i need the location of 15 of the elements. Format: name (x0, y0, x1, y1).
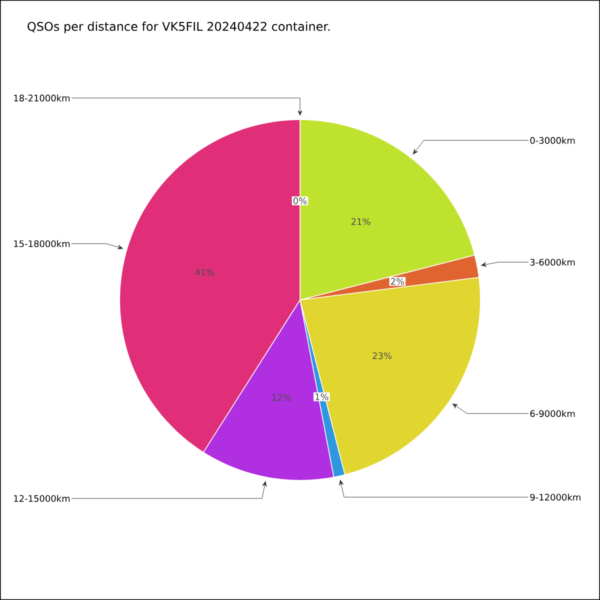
data-label: 41% (195, 268, 214, 276)
slice-label: 6-9000km (530, 410, 575, 418)
slice-label: 9-12000km (530, 494, 580, 501)
slice-label: 3-6000km (530, 258, 575, 266)
chart-title: QSOs per distance for VK5FIL 20240422 container. (28, 22, 330, 34)
slice-label: 15-18000km (14, 240, 70, 248)
data-label: 2% (390, 278, 404, 285)
category-label: 18-21000km (14, 94, 70, 102)
data-label: 21% (351, 218, 370, 226)
text: 0% (293, 197, 307, 204)
data-label: 23% (372, 352, 392, 360)
slice-label: 0-3000km (530, 136, 575, 144)
data-label: 1% (316, 393, 328, 400)
data-label: 12% (272, 394, 291, 401)
slice-label: 12-15000km (14, 494, 70, 502)
